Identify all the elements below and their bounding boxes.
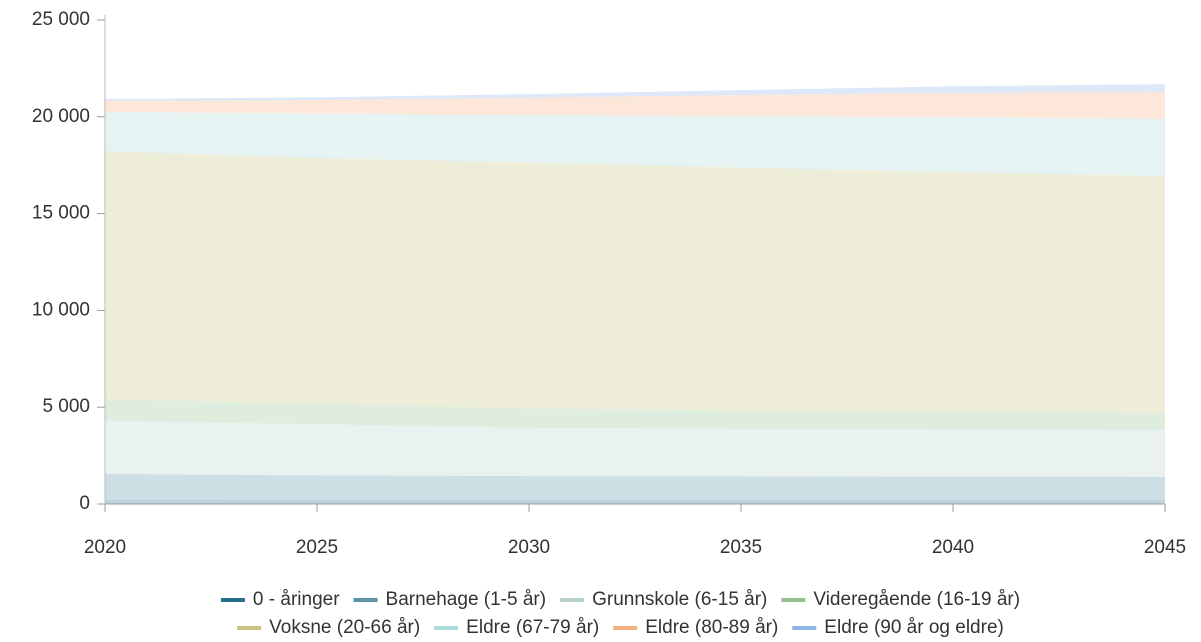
area	[105, 84, 1165, 101]
area	[105, 399, 1165, 430]
legend-label: Barnehage (1-5 år)	[386, 589, 547, 610]
y-tick-label: 15 000	[32, 203, 90, 224]
legend-row: 0 - åringer Barnehage (1-5 år) Grunnskole …	[220, 589, 1020, 610]
y-tick-label: 10 000	[32, 299, 90, 320]
y-tick-label: 25 000	[32, 9, 90, 30]
x-tick-label: 2040	[932, 537, 974, 558]
legend-row: Voksne (20-66 år) Eldre (67-79 år) Eldre (…	[237, 617, 1004, 638]
area	[105, 151, 1165, 413]
legend-label: 0 - åringer	[253, 589, 340, 610]
y-tick-label: 0	[79, 493, 90, 514]
legend-label: Videregående (16-19 år)	[813, 589, 1020, 610]
legend-label: Eldre (67-79 år)	[466, 617, 599, 638]
area	[105, 420, 1165, 477]
legend-label: Grunnskole (6-15 år)	[592, 589, 767, 610]
x-tick-label: 2045	[1144, 537, 1186, 558]
y-tick-label: 20 000	[32, 106, 90, 127]
area	[105, 474, 1165, 501]
x-tick-label: 2025	[296, 537, 338, 558]
area	[105, 112, 1165, 176]
x-tick-label: 2035	[720, 537, 762, 558]
area	[105, 499, 1165, 504]
legend-label: Eldre (90 år og eldre)	[824, 617, 1004, 638]
legend-label: Voksne (20-66 år)	[269, 617, 420, 638]
legend-label: Eldre (80-89 år)	[645, 617, 778, 638]
x-tick-label: 2020	[84, 537, 126, 558]
area	[105, 92, 1165, 119]
y-tick-label: 5 000	[42, 396, 90, 417]
x-tick-label: 2030	[508, 537, 550, 558]
